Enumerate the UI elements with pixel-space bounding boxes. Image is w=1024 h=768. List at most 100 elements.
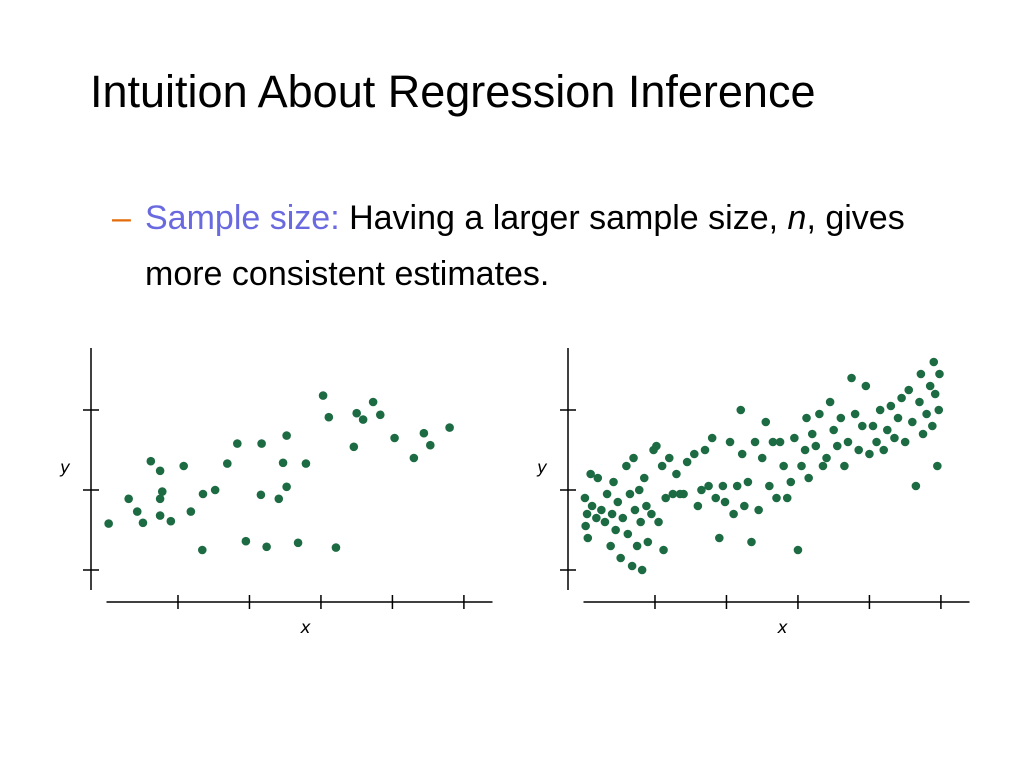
data-point bbox=[587, 501, 597, 511]
data-point bbox=[786, 477, 796, 487]
data-point bbox=[282, 431, 291, 440]
data-point bbox=[840, 461, 849, 471]
data-point bbox=[797, 461, 806, 471]
data-point bbox=[693, 501, 703, 511]
data-point bbox=[815, 409, 824, 419]
data-point bbox=[349, 442, 359, 452]
data-point bbox=[765, 481, 774, 491]
data-point bbox=[822, 453, 831, 463]
data-point bbox=[715, 533, 724, 543]
data-point bbox=[657, 461, 667, 471]
data-point bbox=[301, 459, 311, 468]
data-point bbox=[875, 405, 885, 415]
data-point bbox=[935, 369, 944, 379]
data-point bbox=[198, 489, 208, 499]
data-point bbox=[750, 437, 760, 447]
slide-title: Intuition About Regression Inference bbox=[90, 66, 816, 117]
data-point bbox=[419, 428, 429, 438]
data-point bbox=[124, 494, 133, 504]
data-point bbox=[865, 449, 874, 459]
data-point bbox=[854, 445, 864, 455]
data-point bbox=[352, 408, 361, 418]
data-point bbox=[583, 533, 593, 543]
data-point bbox=[740, 501, 749, 511]
data-point bbox=[825, 397, 835, 407]
data-point bbox=[138, 518, 148, 528]
data-point bbox=[804, 473, 813, 483]
data-point bbox=[832, 441, 842, 451]
data-point bbox=[757, 453, 767, 463]
data-point bbox=[793, 545, 803, 555]
data-point bbox=[800, 445, 810, 455]
data-point bbox=[282, 482, 291, 492]
data-point bbox=[664, 453, 674, 463]
data-point bbox=[210, 485, 220, 495]
data-point bbox=[782, 493, 792, 503]
data-point bbox=[197, 545, 207, 555]
bullet-dash: – bbox=[112, 199, 131, 237]
data-point bbox=[850, 409, 860, 419]
data-point bbox=[318, 391, 328, 400]
data-point bbox=[930, 389, 940, 399]
data-point bbox=[445, 423, 454, 432]
data-point bbox=[166, 516, 176, 526]
data-point bbox=[625, 489, 635, 499]
data-point bbox=[155, 494, 165, 504]
data-point bbox=[908, 417, 917, 427]
data-point bbox=[647, 509, 656, 519]
data-point bbox=[775, 437, 785, 447]
data-point bbox=[643, 537, 653, 547]
data-point bbox=[847, 373, 856, 383]
data-point bbox=[872, 437, 881, 447]
data-point bbox=[911, 481, 921, 491]
y-axis-label: y bbox=[536, 458, 548, 478]
data-point bbox=[155, 511, 165, 520]
data-point bbox=[146, 456, 156, 466]
data-point bbox=[593, 473, 603, 483]
data-point bbox=[659, 545, 668, 555]
data-point bbox=[729, 509, 738, 519]
data-point bbox=[934, 405, 944, 415]
data-point bbox=[597, 505, 606, 515]
data-point bbox=[868, 421, 878, 431]
data-point bbox=[611, 525, 620, 535]
data-point bbox=[607, 509, 617, 519]
data-point bbox=[629, 453, 638, 463]
data-point bbox=[725, 437, 735, 447]
data-point bbox=[581, 521, 590, 531]
data-point bbox=[679, 489, 688, 499]
data-point bbox=[790, 433, 799, 443]
data-point bbox=[915, 397, 924, 407]
data-point bbox=[652, 441, 661, 451]
data-point bbox=[879, 445, 889, 455]
data-point bbox=[592, 513, 601, 523]
data-point bbox=[933, 461, 942, 471]
data-point bbox=[639, 473, 649, 483]
data-point bbox=[186, 507, 196, 516]
data-point bbox=[630, 505, 640, 515]
data-point bbox=[747, 537, 756, 547]
data-point bbox=[829, 425, 838, 435]
data-point bbox=[375, 410, 385, 420]
data-point bbox=[627, 561, 637, 571]
data-point bbox=[857, 421, 867, 431]
data-point bbox=[274, 494, 284, 504]
data-point bbox=[256, 490, 266, 500]
data-point bbox=[331, 543, 341, 552]
data-point bbox=[707, 433, 717, 443]
data-point bbox=[916, 369, 926, 379]
data-point bbox=[390, 433, 399, 443]
y-axis-label: y bbox=[59, 458, 71, 478]
data-point bbox=[711, 493, 721, 503]
data-point bbox=[737, 449, 747, 459]
x-axis-label: x bbox=[776, 618, 788, 638]
data-point bbox=[743, 477, 753, 487]
data-point bbox=[929, 357, 939, 367]
bullet: – Sample size: Having a larger sample siz… bbox=[112, 190, 975, 302]
data-point bbox=[632, 541, 642, 551]
data-point bbox=[104, 519, 113, 528]
data-point bbox=[922, 409, 931, 419]
data-point bbox=[718, 481, 728, 491]
